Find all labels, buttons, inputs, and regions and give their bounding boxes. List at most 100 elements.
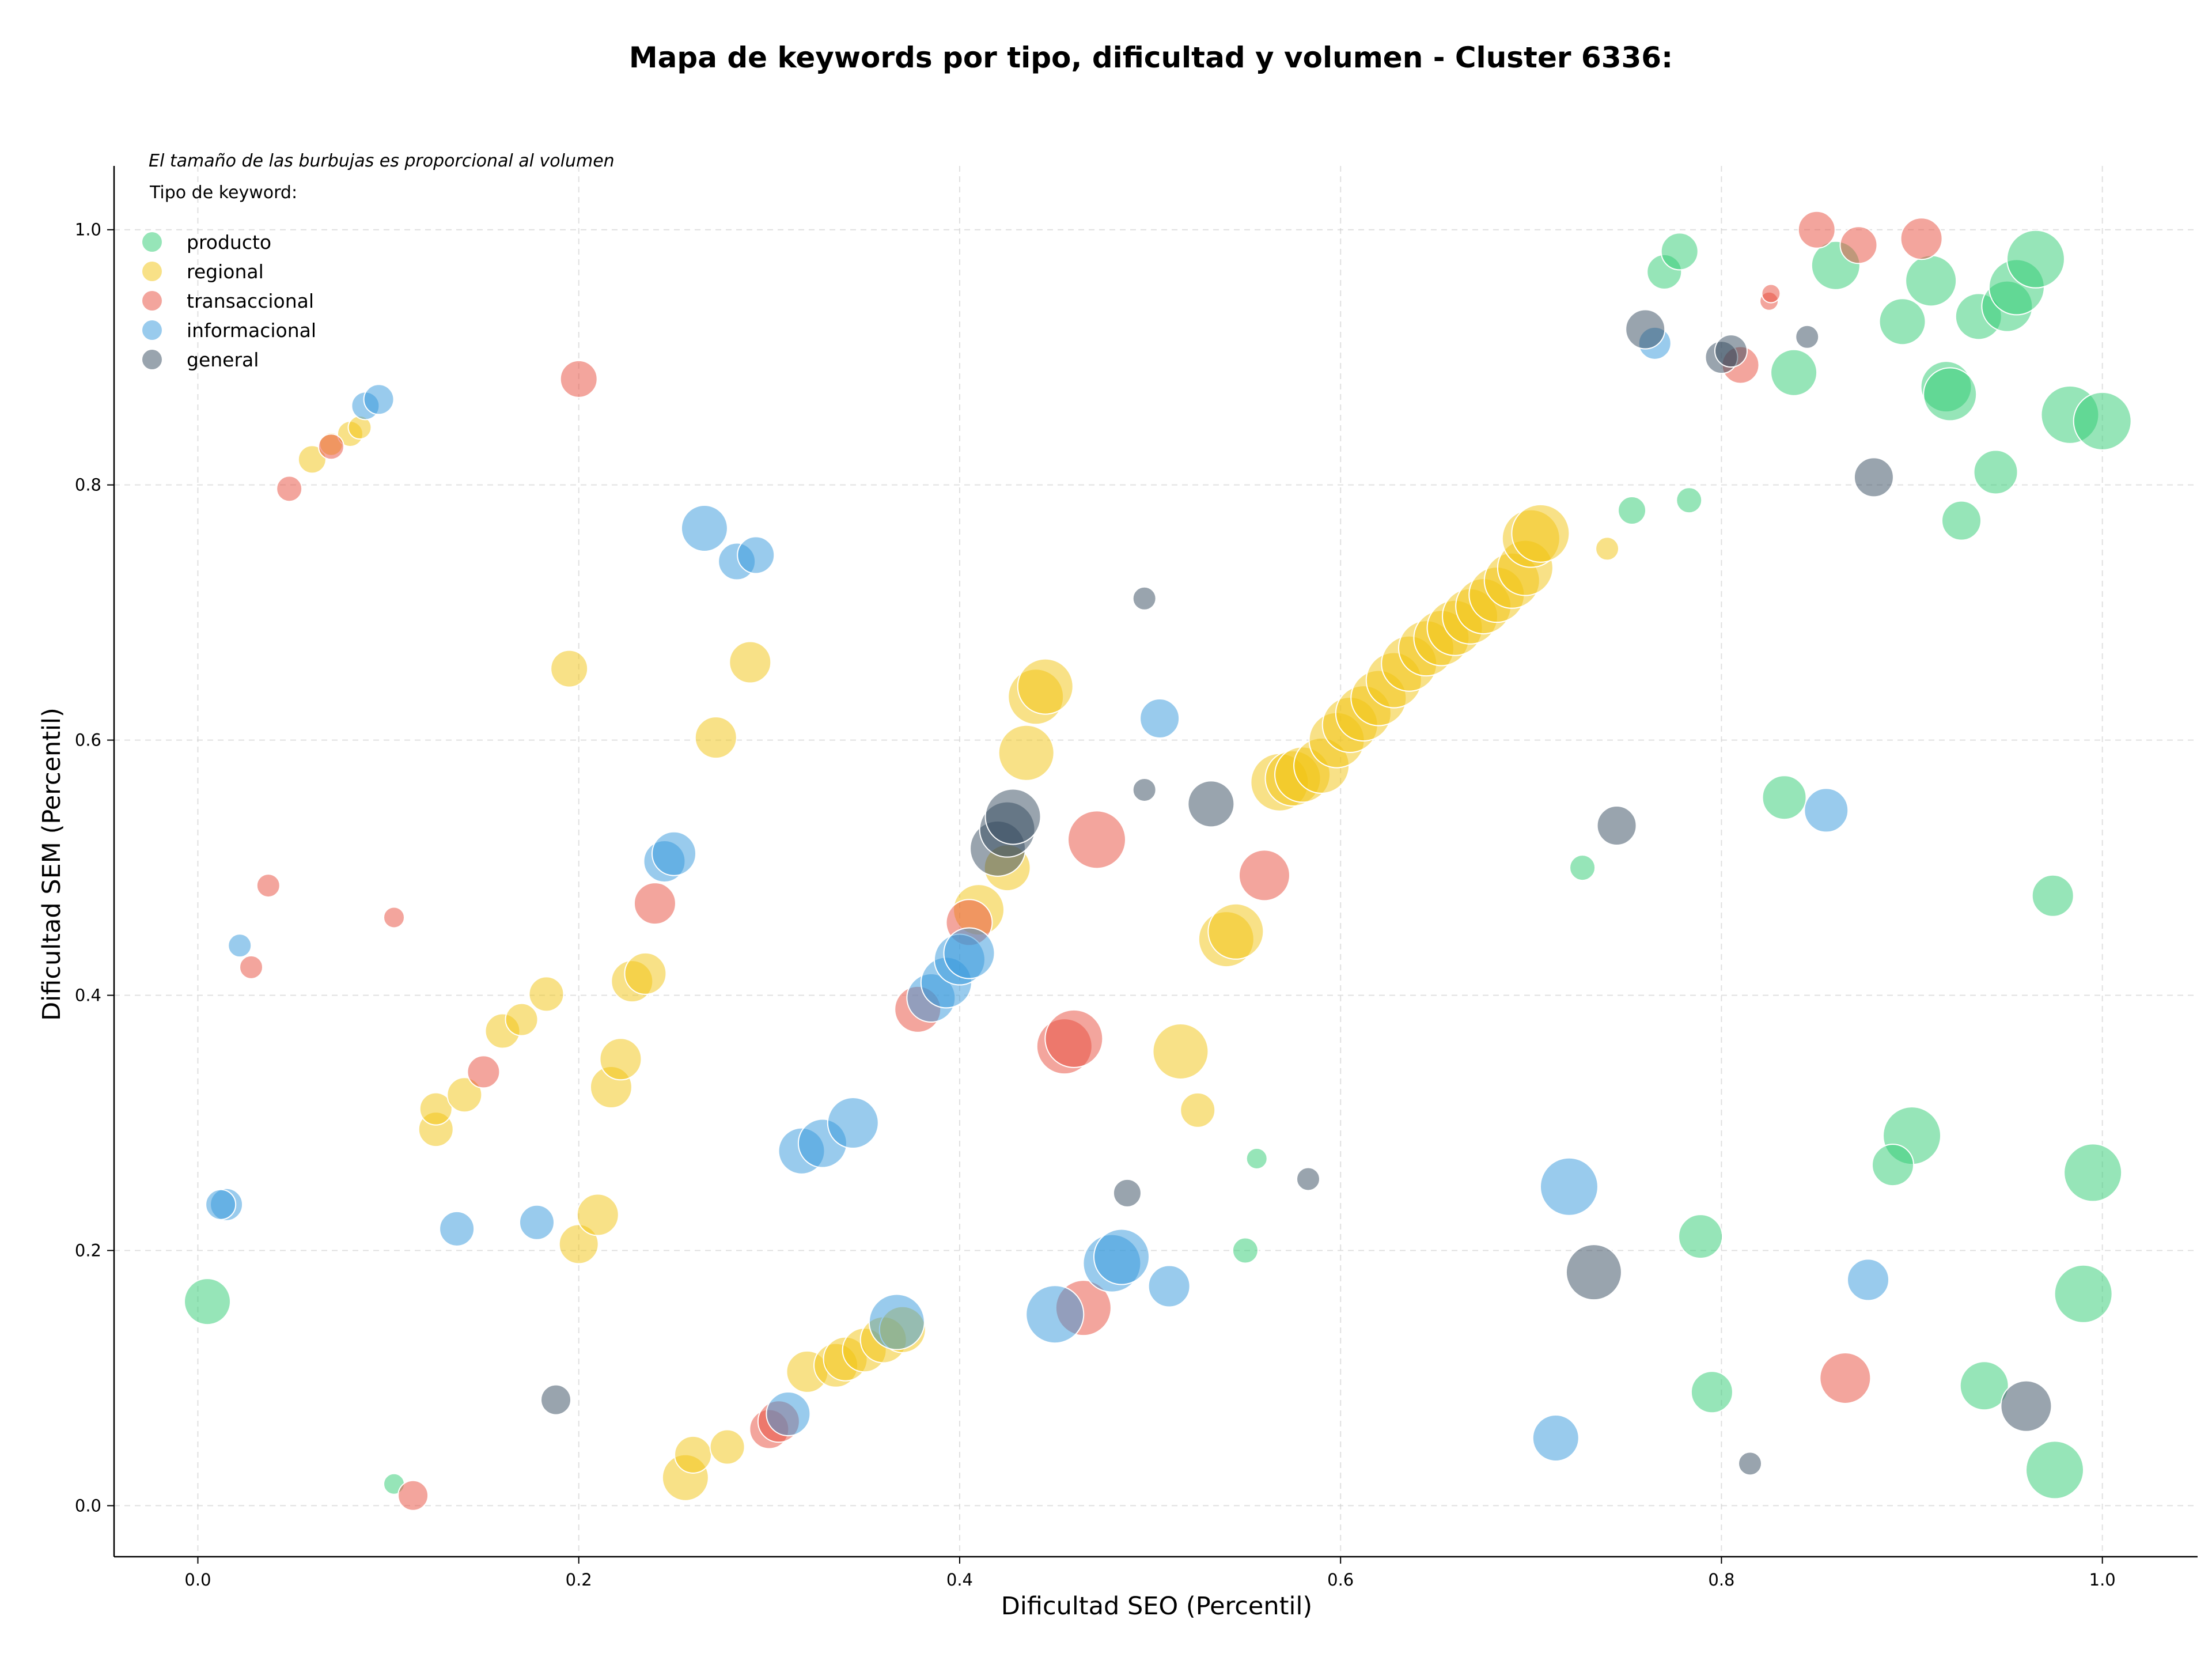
axes: 0.0 0.2 0.4 0.6 0.8 1.0 0.0 0.2 0.4 0.6 0.8 1.0 — [75, 166, 2198, 1590]
bubble-producto — [2025, 1440, 2085, 1500]
bubble-transaccional — [633, 882, 676, 925]
x-axis-label: Dificultad SEO (Percentil) — [1001, 1592, 1312, 1621]
bubble-transaccional — [1761, 283, 1781, 304]
x-tick-label: 0.2 — [566, 1570, 592, 1590]
bubble-general — [1132, 777, 1157, 802]
bubble-informacional — [1539, 1157, 1599, 1216]
legend: El tamaño de las burbujas es proporciona… — [142, 151, 615, 371]
legend-marker-general — [142, 350, 162, 369]
bubble-general — [1187, 780, 1235, 828]
legend-marker-producto — [142, 232, 162, 252]
bubble-informacional — [652, 831, 697, 876]
bubble-regional — [576, 1193, 619, 1236]
bubble-general — [1625, 309, 1666, 350]
bubble-transaccional — [559, 360, 598, 398]
bubble-regional — [709, 1429, 745, 1465]
bubble-transaccional — [1819, 1352, 1872, 1404]
bubble-informacional — [363, 384, 395, 415]
bubble-regional — [624, 952, 667, 995]
series-transaccional — [239, 210, 1943, 1511]
bubble-transaccional — [467, 1055, 501, 1089]
y-tick-label: 0.8 — [75, 475, 101, 495]
y-tick-label: 0.6 — [75, 731, 101, 750]
bubble-regional — [998, 724, 1055, 781]
x-tick-label: 0.0 — [184, 1570, 211, 1590]
bubble-producto — [1678, 1214, 1724, 1259]
bubble-informacional — [943, 927, 995, 979]
bubble-transaccional — [383, 906, 406, 929]
bubble-regional — [1017, 658, 1074, 715]
y-axis-label: Dificultad SEM (Percentil) — [37, 707, 66, 1021]
bubble-informacional — [205, 1189, 237, 1220]
bubble-informacional — [1804, 788, 1849, 833]
bubble-producto — [1232, 1237, 1259, 1264]
bubble-producto — [1872, 1144, 1915, 1187]
bubble-transaccional — [1238, 849, 1290, 902]
bubble-general — [1795, 324, 1820, 349]
bubble-informacional — [518, 1204, 555, 1240]
bubble-transaccional — [1839, 226, 1878, 264]
bubble-producto — [1959, 1361, 2009, 1411]
bubble-producto — [1618, 495, 1647, 525]
bubble-producto — [1905, 255, 1957, 307]
bubble-producto — [2031, 874, 2074, 917]
bubble-transaccional — [239, 955, 264, 979]
bubble-general — [540, 1384, 572, 1416]
bubble-producto — [1878, 298, 1926, 346]
bubble-informacional — [1093, 1228, 1150, 1285]
bubble-producto — [1676, 487, 1703, 514]
y-tick-label: 0.2 — [75, 1240, 101, 1260]
legend-label-general: general — [187, 349, 259, 371]
bubble-informacional — [228, 933, 252, 958]
bubbles — [184, 210, 2132, 1511]
bubble-general — [1853, 457, 1894, 498]
bubble-producto — [184, 1278, 232, 1326]
bubble-regional — [419, 1092, 453, 1126]
bubble-regional — [1511, 504, 1570, 563]
bubble-general — [1714, 334, 1748, 368]
bubble-transaccional — [397, 1480, 429, 1511]
y-tick-label: 0.0 — [75, 1496, 101, 1515]
bubble-producto — [1690, 1371, 1733, 1414]
bubble-producto — [2006, 229, 2065, 289]
legend-label-informacional: informacional — [187, 319, 316, 342]
x-tick-label: 1.0 — [2089, 1570, 2116, 1590]
legend-title: Tipo de keyword: — [149, 183, 297, 203]
bubble-regional — [446, 1077, 483, 1113]
bubble-regional — [550, 649, 589, 688]
bubble-producto — [1923, 367, 1978, 422]
x-tick-label: 0.8 — [1708, 1570, 1734, 1590]
bubble-producto — [2054, 1264, 2113, 1323]
bubble-transaccional — [1797, 210, 1836, 249]
bubble-producto — [1941, 500, 1982, 541]
bubble-informacional — [1847, 1258, 1890, 1301]
bubble-general — [1132, 586, 1157, 611]
bubble-regional — [297, 445, 327, 474]
bubble-general — [1596, 805, 1637, 846]
series-general — [540, 309, 2052, 1476]
bubble-general — [2000, 1380, 2052, 1432]
bubble-general — [1112, 1178, 1142, 1208]
bubble-producto — [1569, 854, 1596, 881]
bubble-regional — [599, 1038, 642, 1081]
bubble-regional — [694, 716, 737, 759]
bubble-producto — [1660, 232, 1699, 271]
bubble-informacional — [439, 1210, 475, 1247]
bubble-general — [1296, 1167, 1320, 1191]
bubble-informacional — [766, 1391, 811, 1436]
bubble-informacional — [1532, 1414, 1580, 1462]
bubble-producto — [1245, 1148, 1268, 1170]
bubble-general — [1738, 1451, 1763, 1476]
size-note: El tamaño de las burbujas es proporciona… — [149, 151, 615, 171]
legend-marker-transaccional — [142, 291, 162, 311]
bubble-informacional — [1139, 698, 1180, 739]
x-tick-label: 0.6 — [1327, 1570, 1354, 1590]
bubble-producto — [1762, 775, 1807, 820]
bubble-producto — [2063, 1143, 2123, 1202]
series-informacional — [205, 326, 1890, 1462]
grid — [114, 166, 2198, 1557]
bubble-informacional — [680, 504, 728, 552]
y-tick-label: 0.4 — [75, 986, 101, 1005]
bubble-general — [1565, 1244, 1622, 1301]
y-tick-label: 1.0 — [75, 220, 101, 240]
